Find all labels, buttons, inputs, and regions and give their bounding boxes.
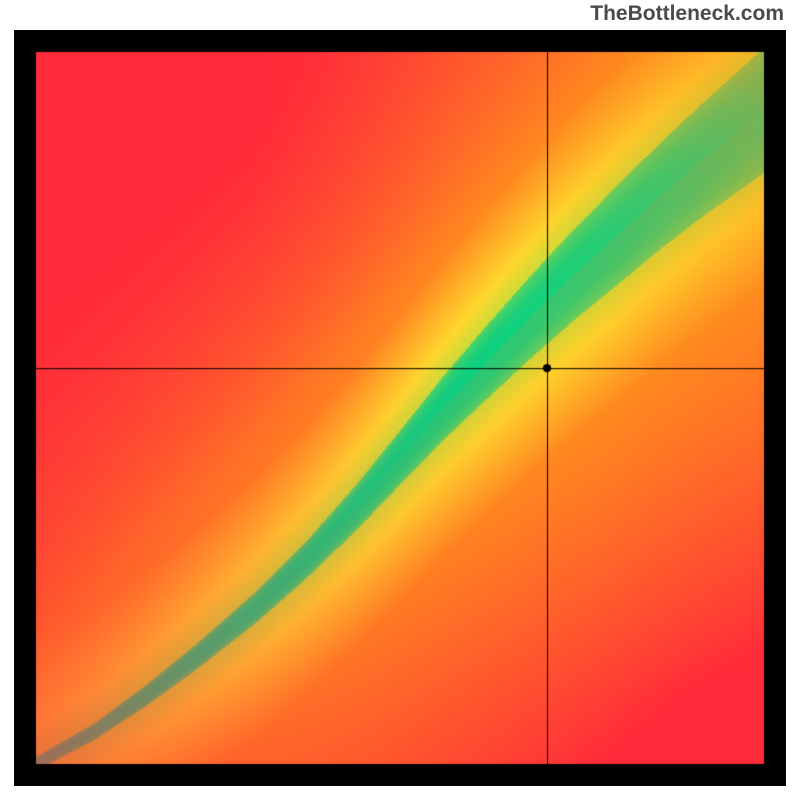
attribution-text: TheBottleneck.com [590,2,784,26]
plot-outer-frame [14,30,786,786]
chart-wrapper: TheBottleneck.com [0,0,800,800]
heatmap-canvas [14,30,786,786]
